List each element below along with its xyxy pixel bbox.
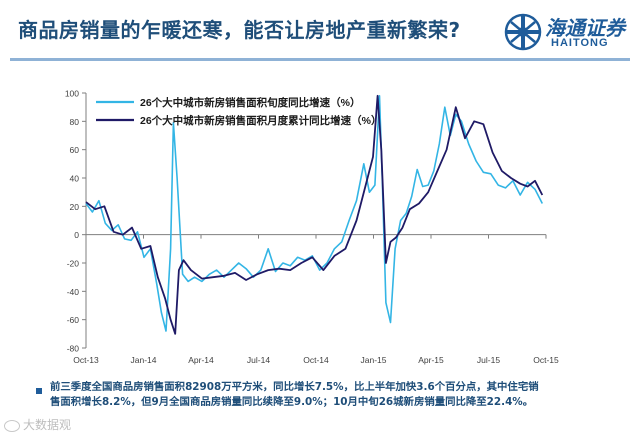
x-tick-label: Jan-14 [131, 355, 157, 365]
y-tick-label: 20 [70, 202, 80, 212]
series-line-1 [85, 95, 544, 332]
company-logo: 海通证券 HAITONG [503, 10, 628, 54]
bullet-icon [36, 388, 42, 394]
watermark: 大数据观 [4, 416, 71, 433]
logo-english: HAITONG [551, 37, 609, 49]
note-line-2: 售面积增长8.2%，但9月全国商品房销量同比续降至9.0%；10月中旬26城新房… [50, 396, 534, 408]
slide-title: 商品房销量的乍暖还寒，能否让房地产重新繁荣? [18, 18, 461, 42]
x-tick-label: Jul-14 [247, 355, 270, 365]
y-tick-label: -60 [67, 315, 80, 325]
title-divider [10, 58, 630, 61]
x-tick-label: Apr-15 [418, 355, 444, 365]
x-tick-label: Oct-15 [533, 355, 559, 365]
x-tick-label: Jan-15 [361, 355, 387, 365]
y-tick-label: 40 [70, 174, 80, 184]
y-tick-label: 0 [74, 230, 79, 240]
line-chart: -80 -60 -40 -20 0 20 40 60 80 100 Oct-13 Jan-14 Apr-… [65, 89, 559, 366]
note-text: 前三季度全国商品房销售面积82908万平方米，同比增长7.5%，比上半年加快3.… [50, 380, 606, 410]
y-tick-label: -20 [67, 259, 80, 269]
logo-chinese: 海通证券 [545, 16, 625, 40]
watermark-logo-icon [4, 419, 20, 432]
y-tick-label: -40 [67, 287, 80, 297]
y-tick-label: 80 [70, 117, 80, 127]
x-tick-label: Oct-14 [303, 355, 329, 365]
x-tick-label: Jul-15 [477, 355, 500, 365]
series-line-2 [85, 94, 544, 335]
watermark-text: 大数据观 [23, 418, 72, 432]
x-tick-label: Oct-13 [73, 355, 99, 365]
legend-label-1: 26个大中城市新房销售面积旬度同比增速（%） [140, 96, 361, 109]
y-tick-label: -80 [67, 344, 80, 354]
x-tick-label: Apr-14 [188, 355, 214, 365]
legend-label-2: 26个大中城市新房销售面积月度累计同比增速（%） [140, 114, 382, 127]
y-tick-label: 60 [70, 145, 80, 155]
note-line-1: 前三季度全国商品房销售面积82908万平方米，同比增长7.5%，比上半年加快3.… [50, 381, 539, 393]
logo-emblem-icon [504, 13, 542, 51]
y-tick-label: 100 [65, 89, 79, 99]
